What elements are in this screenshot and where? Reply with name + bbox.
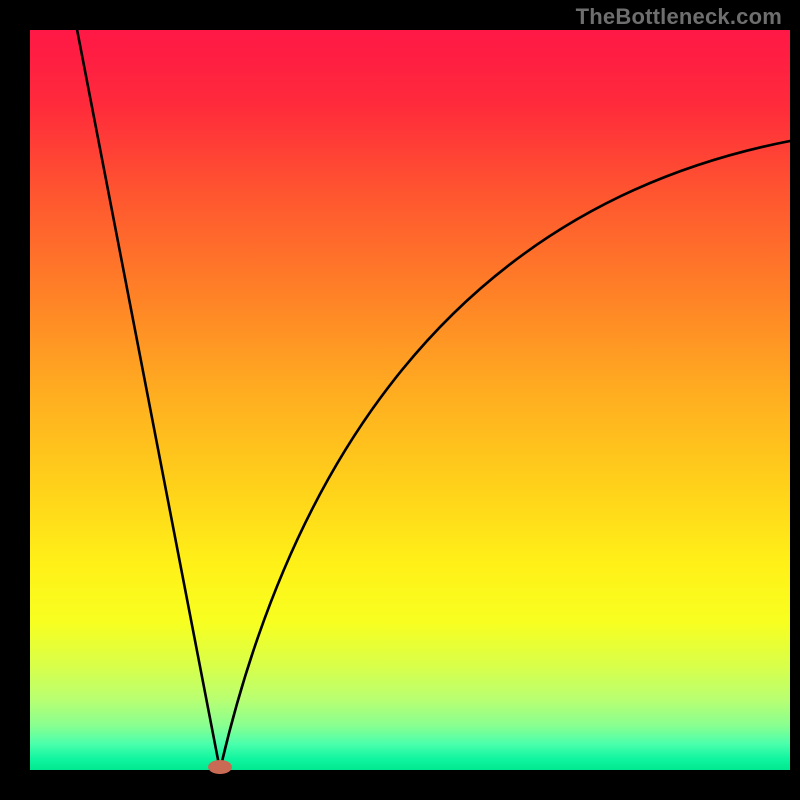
bottleneck-chart	[0, 0, 800, 800]
watermark-text: TheBottleneck.com	[576, 4, 782, 30]
chart-container: { "watermark": { "text": "TheBottleneck.…	[0, 0, 800, 800]
notch-marker	[208, 760, 232, 774]
gradient-plot-area	[30, 30, 790, 770]
